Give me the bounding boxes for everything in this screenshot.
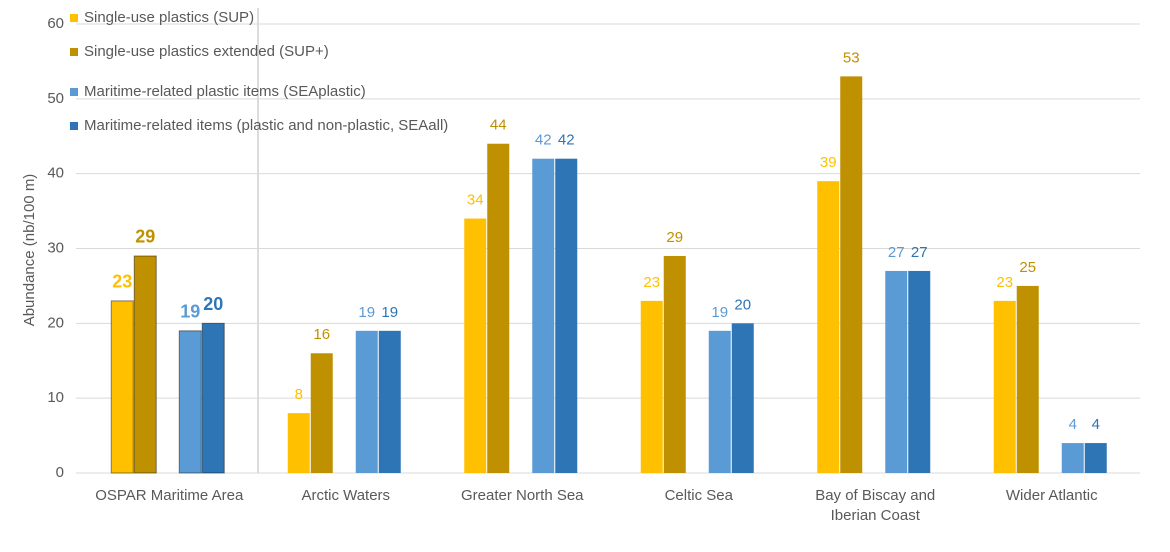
bar [908,270,931,473]
bar [532,158,555,473]
y-tick-label: 20 [47,314,64,331]
bar [840,76,863,473]
bar [731,323,754,473]
y-tick-label: 0 [56,464,64,481]
data-label: 27 [888,244,905,261]
bar [355,330,378,473]
bar [110,300,134,474]
legend-label: Maritime-related items (plastic and non-… [84,117,448,134]
x-tick-label: OSPAR Maritime Area [95,487,244,504]
data-label: 19 [711,304,728,321]
data-label: 20 [734,296,751,313]
bar [201,322,225,474]
data-label: 42 [558,132,575,149]
bar [1016,285,1039,473]
bar [310,353,333,473]
data-label: 44 [490,117,507,134]
x-tick-label: Celtic Sea [664,487,733,504]
bar [555,158,578,473]
data-label: 19 [381,304,398,321]
bar [885,270,908,473]
data-label: 23 [112,272,132,292]
legend-swatch [70,122,78,130]
legend-swatch [70,88,78,96]
x-tick-label: Greater North Sea [460,487,584,504]
x-tick-label: Arctic Waters [301,487,391,504]
x-tick-label: Bay of Biscay and Iberian Coast [815,487,936,524]
legend-label: Maritime-related plastic items (SEAplast… [84,83,366,100]
data-label: 25 [1019,259,1036,276]
bar [1061,443,1084,473]
legend-swatch [70,14,78,22]
legend-label: Single-use plastics extended (SUP+) [84,43,329,60]
data-label: 19 [180,302,200,322]
legend-label: Single-use plastics (SUP) [84,9,254,26]
data-label: 8 [295,386,303,403]
y-tick-label: 60 [47,15,64,32]
data-label: 27 [911,244,928,261]
data-label: 42 [535,132,552,149]
data-label: 23 [996,274,1013,291]
data-label: 39 [820,154,837,171]
y-tick-label: 40 [47,165,64,182]
bar [993,300,1016,473]
data-label: 29 [666,229,683,246]
y-tick-label: 30 [47,239,64,256]
y-axis-title: Abundance (nb/100 m) [21,174,38,327]
bar [178,330,202,474]
bar [663,255,686,473]
data-label: 53 [843,49,860,66]
data-label: 23 [643,274,660,291]
bar [487,143,510,473]
y-tick-label: 10 [47,389,64,406]
data-label: 29 [135,227,155,247]
bar [464,218,487,473]
bar [378,330,401,473]
legend-swatch [70,48,78,56]
bar [1084,443,1107,473]
y-tick-label: 50 [47,90,64,107]
bar [287,413,310,473]
data-label: 16 [313,326,330,343]
data-label: 20 [203,294,223,314]
data-label: 19 [358,304,375,321]
data-label: 4 [1092,416,1100,433]
bar [640,300,663,473]
data-label: 34 [467,192,484,209]
bar [133,255,157,474]
data-label: 4 [1069,416,1077,433]
bar [817,181,840,473]
bar [708,330,731,473]
x-tick-label: Wider Atlantic [1005,487,1098,504]
